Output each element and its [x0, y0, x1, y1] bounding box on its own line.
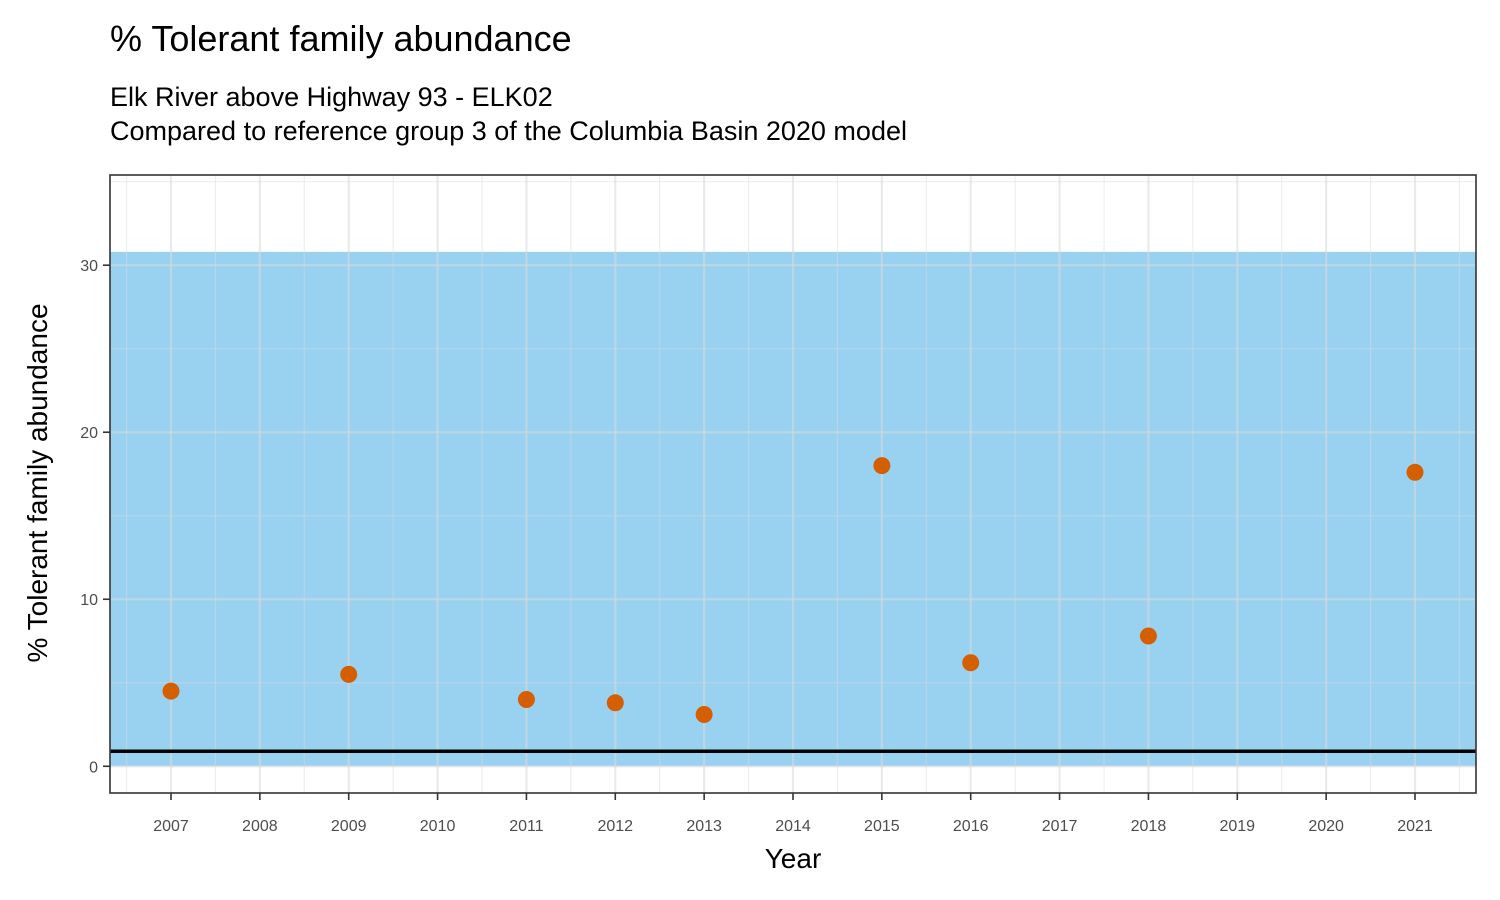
data-point: [695, 705, 713, 723]
y-tick-label: 0: [89, 759, 98, 776]
data-point: [962, 654, 980, 672]
y-tick-label: 10: [80, 592, 98, 609]
x-tick-label: 2016: [953, 818, 989, 835]
x-tick-label: 2017: [1042, 818, 1078, 835]
y-tick-label: 20: [80, 425, 98, 442]
x-tick-label: 2021: [1397, 818, 1433, 835]
data-point: [873, 457, 891, 475]
x-tick-label: 2013: [686, 818, 722, 835]
x-tick-label: 2008: [242, 818, 278, 835]
chart-subtitle-reference: Compared to reference group 3 of the Col…: [110, 116, 907, 146]
chart-subtitle-site: Elk River above Highway 93 - ELK02: [110, 82, 553, 112]
x-tick-label: 2014: [775, 818, 811, 835]
y-tick-label: 30: [80, 258, 98, 275]
data-point: [162, 682, 180, 700]
axes: 2007 2008 2009 2010 2011 2012 2013 2014 2015 2016…: [80, 258, 1433, 835]
x-tick-label: 2011: [509, 818, 544, 835]
x-tick-label: 2009: [331, 818, 367, 835]
grid-lines: [110, 175, 1476, 793]
x-tick-label: 2020: [1308, 818, 1344, 835]
x-axis-title: Year: [765, 843, 822, 874]
data-point: [1406, 463, 1424, 481]
x-tick-label: 2012: [597, 818, 633, 835]
chart-title: % Tolerant family abundance: [110, 18, 572, 59]
data-points: [162, 457, 1424, 723]
data-point: [517, 690, 535, 708]
data-point: [1139, 627, 1157, 645]
y-axis-title: % Tolerant family abundance: [22, 303, 53, 662]
x-tick-label: 2019: [1219, 818, 1255, 835]
x-tick-label: 2015: [864, 818, 900, 835]
data-point: [606, 694, 624, 712]
x-tick-label: 2018: [1131, 818, 1167, 835]
x-tick-label: 2007: [153, 818, 189, 835]
data-point: [340, 665, 358, 683]
x-tick-label: 2010: [420, 818, 456, 835]
